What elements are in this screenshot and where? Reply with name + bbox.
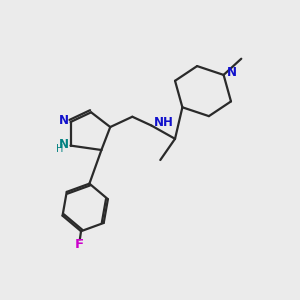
Text: H: H — [56, 143, 63, 154]
Text: N: N — [59, 138, 69, 151]
Text: N: N — [59, 114, 69, 127]
Text: NH: NH — [154, 116, 174, 128]
Text: N: N — [226, 66, 237, 79]
Text: F: F — [75, 238, 84, 251]
